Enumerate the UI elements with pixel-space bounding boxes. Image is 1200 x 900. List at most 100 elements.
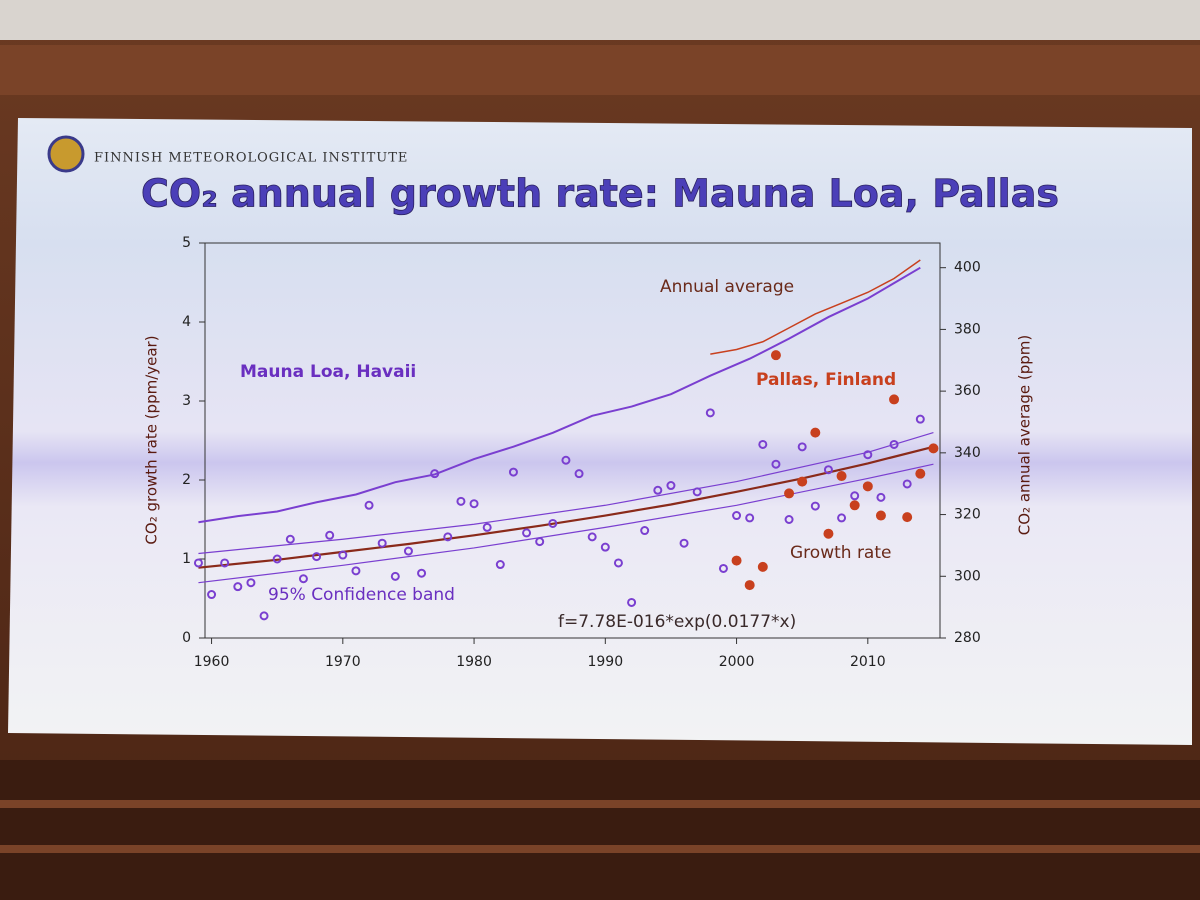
data-point <box>246 578 256 588</box>
data-point <box>627 597 637 607</box>
data-point <box>705 408 715 418</box>
data-point <box>666 481 676 491</box>
data-point <box>797 442 807 452</box>
data-line <box>198 463 934 584</box>
data-point <box>613 558 623 568</box>
data-point <box>640 526 650 536</box>
data-point <box>770 350 781 361</box>
y-tick-label: 4 <box>182 314 191 330</box>
data-point <box>508 467 518 477</box>
data-point <box>823 465 833 475</box>
data-point <box>443 532 453 542</box>
data-point <box>850 491 860 501</box>
data-line <box>198 445 934 569</box>
data-point <box>351 566 361 576</box>
data-line <box>198 266 921 524</box>
data-line <box>198 432 934 555</box>
data-point <box>600 542 610 552</box>
data-point <box>522 528 532 538</box>
y-tick-label: 0 <box>182 630 191 646</box>
y2-tick-label: 380 <box>954 321 981 337</box>
y-tick-label: 3 <box>182 393 191 409</box>
x-tick-label: 1960 <box>194 654 230 670</box>
series-label: Mauna Loa, Havaii <box>240 362 416 382</box>
data-point <box>535 537 545 547</box>
data-point <box>272 554 282 564</box>
data-point <box>469 499 479 509</box>
data-point <box>784 488 795 499</box>
data-point <box>338 550 348 560</box>
annotation: f=7.78E-016*exp(0.0177*x) <box>558 612 796 632</box>
wall-panel <box>0 45 1200 95</box>
x-tick-label: 1980 <box>456 654 492 670</box>
slide <box>8 118 1192 745</box>
data-point <box>587 532 597 542</box>
annotation: Annual average <box>660 277 794 297</box>
data-point <box>574 469 584 479</box>
seat-row <box>0 800 1200 808</box>
data-point <box>810 501 820 511</box>
institute-name: FINNISH METEOROLOGICAL INSTITUTE <box>94 151 408 166</box>
x-tick-label: 2010 <box>850 654 886 670</box>
data-point <box>731 555 742 566</box>
y-tick-label: 5 <box>182 235 191 251</box>
data-point <box>207 590 217 600</box>
data-point <box>902 479 912 489</box>
data-point <box>889 439 899 449</box>
data-point <box>561 455 571 465</box>
data-point <box>915 468 926 479</box>
data-point <box>482 522 492 532</box>
data-point <box>417 568 427 578</box>
data-point <box>876 492 886 502</box>
seats <box>0 760 1200 900</box>
data-point <box>430 469 440 479</box>
data-point <box>862 481 873 492</box>
data-point <box>653 485 663 495</box>
y2-tick-label: 340 <box>954 445 981 461</box>
data-point <box>403 546 413 556</box>
data-point <box>298 574 308 584</box>
data-point <box>863 450 873 460</box>
plot-frame <box>204 242 941 639</box>
data-point <box>757 561 768 572</box>
data-point <box>902 512 913 523</box>
x-tick-label: 2000 <box>719 654 755 670</box>
annotation: Growth rate <box>790 543 891 563</box>
ceiling <box>0 0 1200 40</box>
annotation: 95% Confidence band <box>268 585 455 605</box>
logo <box>47 135 85 173</box>
data-point <box>758 439 768 449</box>
data-point <box>390 571 400 581</box>
y2-tick-label: 360 <box>954 383 981 399</box>
data-point <box>928 443 939 454</box>
y-axis-label: CO₂ growth rate (ppm/year) <box>143 335 161 544</box>
data-point <box>233 582 243 592</box>
data-point <box>495 560 505 570</box>
data-point <box>364 500 374 510</box>
x-tick-label: 1970 <box>325 654 361 670</box>
data-point <box>771 459 781 469</box>
seat-row <box>0 845 1200 853</box>
data-point <box>810 427 821 438</box>
y2-tick-label: 400 <box>954 260 981 276</box>
data-point <box>875 510 886 521</box>
data-point <box>285 534 295 544</box>
series-label: Pallas, Finland <box>756 370 896 390</box>
data-point <box>377 538 387 548</box>
y2-tick-label: 320 <box>954 507 981 523</box>
data-point <box>837 513 847 523</box>
data-point <box>259 611 269 621</box>
data-point <box>784 515 794 524</box>
data-point <box>220 558 230 568</box>
data-point <box>312 552 322 562</box>
y2-axis-label: CO₂ annual average (ppm) <box>1016 335 1034 535</box>
y2-tick-label: 300 <box>954 568 981 584</box>
x-tick-label: 1990 <box>587 654 623 670</box>
y2-tick-label: 280 <box>954 630 981 646</box>
data-point <box>732 511 742 521</box>
data-point <box>679 538 689 548</box>
data-point <box>823 528 834 539</box>
data-point <box>745 513 755 523</box>
